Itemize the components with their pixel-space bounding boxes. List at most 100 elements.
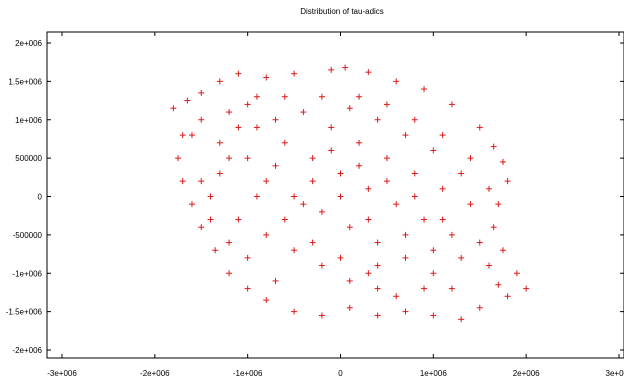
data-point — [226, 239, 233, 246]
data-point — [448, 231, 455, 238]
data-point — [337, 170, 344, 177]
data-point — [467, 201, 474, 208]
data-point — [383, 101, 390, 108]
data-point — [374, 239, 381, 246]
data-point — [421, 285, 428, 292]
data-point — [281, 216, 288, 223]
data-point — [402, 231, 409, 238]
data-point — [513, 270, 520, 277]
data-point — [179, 178, 186, 185]
data-point — [207, 216, 214, 223]
data-point — [402, 132, 409, 139]
data-point — [318, 208, 325, 215]
data-point — [328, 147, 335, 154]
data-point — [476, 304, 483, 311]
data-point — [430, 247, 437, 254]
data-point — [207, 193, 214, 200]
data-point — [216, 78, 223, 85]
x-tick-label: 3e+006 — [606, 369, 624, 378]
data-point — [198, 89, 205, 96]
data-point — [342, 64, 349, 71]
data-point — [365, 69, 372, 76]
data-point — [448, 101, 455, 108]
data-point — [226, 109, 233, 116]
data-point — [383, 178, 390, 185]
data-point — [328, 66, 335, 73]
data-point — [188, 132, 195, 139]
data-point — [226, 270, 233, 277]
data-point — [188, 201, 195, 208]
data-point — [476, 239, 483, 246]
data-point — [272, 116, 279, 123]
data-point — [291, 308, 298, 315]
x-axis: -3e+006 -2e+006 -1e+006 0 1e+006 2e+006 3e+006 — [47, 32, 624, 378]
data-point — [309, 239, 316, 246]
data-point — [346, 224, 353, 231]
data-point — [309, 155, 316, 162]
data-point — [253, 93, 260, 100]
data-point — [402, 254, 409, 261]
data-point — [272, 277, 279, 284]
data-point — [253, 124, 260, 131]
data-point — [253, 193, 260, 200]
data-point — [300, 201, 307, 208]
data-point — [346, 304, 353, 311]
data-point — [374, 116, 381, 123]
data-point — [337, 254, 344, 261]
data-point — [263, 231, 270, 238]
data-point — [402, 308, 409, 315]
data-point — [439, 185, 446, 192]
data-point — [318, 93, 325, 100]
data-point — [411, 193, 418, 200]
data-point — [486, 262, 493, 269]
data-point — [374, 262, 381, 269]
x-tick-label: 1e+006 — [420, 369, 447, 378]
data-point — [263, 178, 270, 185]
y-tick-label: 1.5e+006 — [8, 77, 42, 86]
data-point — [337, 193, 344, 200]
data-point — [499, 247, 506, 254]
data-point — [212, 247, 219, 254]
data-point — [272, 162, 279, 169]
data-point — [421, 216, 428, 223]
data-point — [523, 285, 530, 292]
data-point — [499, 158, 506, 165]
data-points — [170, 64, 530, 323]
y-tick-label: 2e+006 — [15, 39, 42, 48]
data-point — [495, 281, 502, 288]
data-point — [458, 254, 465, 261]
x-tick-label: -3e+006 — [47, 369, 77, 378]
y-tick-label: 1e+006 — [15, 116, 42, 125]
data-point — [356, 139, 363, 146]
y-tick-label: 0 — [38, 193, 43, 202]
data-point — [226, 155, 233, 162]
data-point — [393, 293, 400, 300]
data-point — [490, 224, 497, 231]
data-point — [430, 312, 437, 319]
data-point — [175, 155, 182, 162]
data-point — [309, 178, 316, 185]
data-point — [374, 285, 381, 292]
data-point — [490, 143, 497, 150]
x-tick-label: 2e+006 — [513, 369, 540, 378]
y-tick-label: -1e+006 — [12, 269, 42, 278]
y-tick-label: -500000 — [13, 231, 43, 240]
data-point — [430, 270, 437, 277]
data-point — [346, 277, 353, 284]
data-point — [439, 132, 446, 139]
data-point — [170, 105, 177, 112]
data-point — [281, 139, 288, 146]
data-point — [184, 97, 191, 104]
data-point — [235, 70, 242, 77]
data-point — [244, 285, 251, 292]
data-point — [263, 297, 270, 304]
data-point — [216, 170, 223, 177]
data-point — [448, 285, 455, 292]
data-point — [365, 270, 372, 277]
data-point — [393, 201, 400, 208]
x-tick-label: 0 — [338, 369, 343, 378]
y-tick-label: -1.5e+006 — [6, 308, 43, 317]
data-point — [198, 116, 205, 123]
data-point — [458, 316, 465, 323]
data-point — [235, 124, 242, 131]
